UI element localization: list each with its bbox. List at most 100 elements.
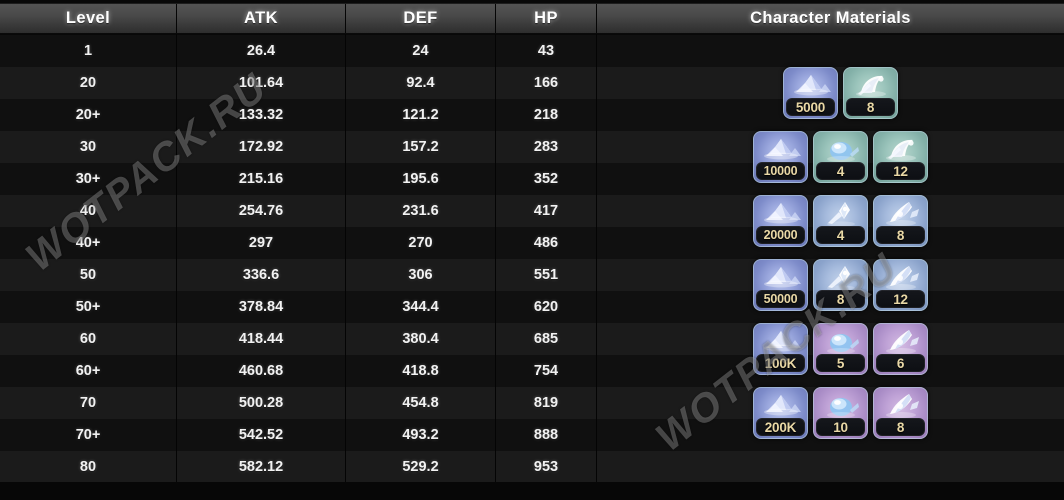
cell-hp: 819: [495, 387, 596, 419]
cell-hp: 166: [495, 67, 596, 99]
column-header-atk: ATK: [176, 4, 345, 33]
cell-atk: 297: [176, 227, 345, 259]
material-tile[interactable]: 12: [873, 131, 928, 183]
elemental-gem-icon: [814, 390, 867, 424]
cell-atk: 215.16: [176, 163, 345, 195]
cell-hp: 283: [495, 131, 596, 163]
cell-def: 454.8: [345, 387, 495, 419]
column-header-level: Level: [65, 9, 111, 27]
material-tile[interactable]: 100K: [753, 323, 808, 375]
material-group: 5000 8: [783, 67, 898, 119]
cell-def: 195.6: [345, 163, 495, 195]
cell-atk: 542.52: [176, 419, 345, 451]
cell-atk: 172.92: [176, 131, 345, 163]
cell-def: 344.4: [345, 291, 495, 323]
character-ex-mat-icon: [874, 134, 927, 168]
material-group: 20000 4 8: [753, 195, 928, 247]
cell-hp: 551: [495, 259, 596, 291]
mora-icon: [754, 390, 807, 424]
cell-hp: 685: [495, 323, 596, 355]
local-specialty-icon: [814, 198, 867, 232]
boss-drop-icon: [874, 390, 927, 424]
material-count: 4: [816, 162, 865, 180]
material-count: 8: [876, 418, 925, 436]
cell-def: 270: [345, 227, 495, 259]
cell-atk: 336.6: [176, 259, 345, 291]
boss-drop-icon: [874, 198, 927, 232]
mora-icon: [754, 134, 807, 168]
material-tile[interactable]: 50000: [753, 259, 808, 311]
material-tile[interactable]: 10: [813, 387, 868, 439]
cell-hp: 218: [495, 99, 596, 131]
cell-atk: 500.28: [176, 387, 345, 419]
cell-level: 20+: [75, 107, 101, 123]
cell-def: 380.4: [345, 323, 495, 355]
material-count: 50000: [756, 290, 805, 308]
cell-atk: 460.68: [176, 355, 345, 387]
cell-level: 60+: [75, 363, 101, 379]
cell-level: 40: [79, 203, 97, 219]
column-divider-4: [596, 34, 597, 480]
material-tile[interactable]: 4: [813, 131, 868, 183]
material-count: 8: [816, 290, 865, 308]
material-tile[interactable]: 5000: [783, 67, 838, 119]
material-count: 8: [846, 98, 895, 116]
material-group: 100K 5 6: [753, 323, 928, 375]
cell-def: 92.4: [345, 67, 495, 99]
column-header-materials: Character Materials: [596, 4, 1064, 33]
cell-level: 50+: [75, 299, 101, 315]
character-ex-mat-icon: [844, 70, 897, 104]
cell-hp: 953: [495, 451, 596, 483]
mora-icon: [754, 326, 807, 360]
cell-level: 80: [79, 459, 97, 475]
boss-drop-icon: [874, 262, 927, 296]
material-tile[interactable]: 6: [873, 323, 928, 375]
cell-def: 493.2: [345, 419, 495, 451]
material-count: 10: [816, 418, 865, 436]
cell-def: 157.2: [345, 131, 495, 163]
cell-level: 70+: [75, 427, 101, 443]
material-count: 100K: [756, 354, 805, 372]
cell-hp: 43: [495, 35, 596, 67]
material-count: 12: [876, 162, 925, 180]
material-tile[interactable]: 12: [873, 259, 928, 311]
material-count: 12: [876, 290, 925, 308]
table-header-row: Level ATK DEF HP Character Materials: [0, 3, 1064, 34]
material-tile[interactable]: 5: [813, 323, 868, 375]
cell-level: 20: [79, 75, 97, 91]
material-count: 10000: [756, 162, 805, 180]
cell-hp: 620: [495, 291, 596, 323]
cell-atk: 254.76: [176, 195, 345, 227]
material-tile[interactable]: 8: [873, 387, 928, 439]
material-tile[interactable]: 4: [813, 195, 868, 247]
cell-def: 418.8: [345, 355, 495, 387]
material-group: 50000 8 12: [753, 259, 928, 311]
material-tile[interactable]: 8: [873, 195, 928, 247]
cell-hp: 417: [495, 195, 596, 227]
mora-icon: [784, 70, 837, 104]
cell-atk: 582.12: [176, 451, 345, 483]
material-group: 10000 4 12: [753, 131, 928, 183]
cell-level: 30+: [75, 171, 101, 187]
material-group: 200K 10 8: [753, 387, 928, 439]
cell-hp: 486: [495, 227, 596, 259]
material-tile[interactable]: 8: [813, 259, 868, 311]
material-tile[interactable]: 200K: [753, 387, 808, 439]
cell-level: 1: [83, 43, 93, 59]
cell-level: 40+: [75, 235, 101, 251]
material-tile[interactable]: 20000: [753, 195, 808, 247]
material-count: 4: [816, 226, 865, 244]
cell-def: 529.2: [345, 451, 495, 483]
cell-atk: 26.4: [176, 35, 345, 67]
table-bottom-edge: [0, 482, 1064, 500]
material-tile[interactable]: 10000: [753, 131, 808, 183]
column-divider-2: [345, 34, 346, 480]
material-count: 5: [816, 354, 865, 372]
local-specialty-icon: [814, 262, 867, 296]
material-tile[interactable]: 8: [843, 67, 898, 119]
mora-icon: [754, 262, 807, 296]
table-row: 80 582.12 529.2 953: [0, 451, 1064, 483]
cell-level: 60: [79, 331, 97, 347]
